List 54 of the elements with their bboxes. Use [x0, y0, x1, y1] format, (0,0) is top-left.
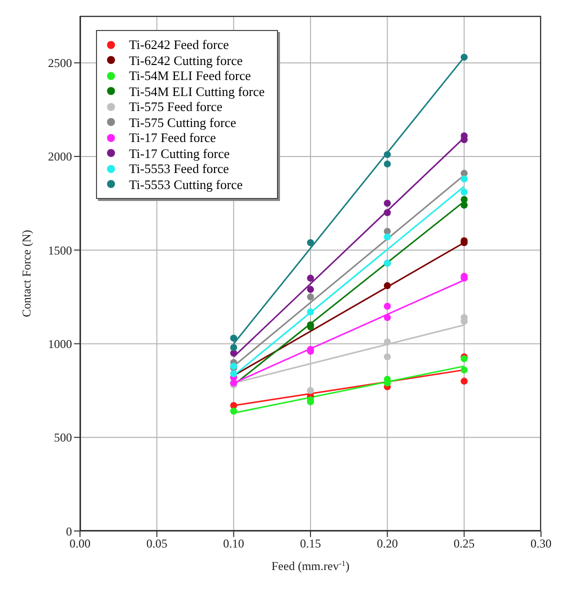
point — [384, 282, 391, 290]
point — [307, 274, 314, 282]
point — [384, 160, 391, 168]
legend-label: Ti-17 Cutting force — [129, 146, 230, 161]
point — [384, 353, 391, 360]
x-tick-label: 0.25 — [454, 536, 475, 551]
legend-label: Ti-6242 Feed force — [129, 37, 229, 52]
point — [460, 188, 468, 196]
y-axis-title: Contact Force (N) — [19, 230, 34, 318]
point — [230, 344, 238, 351]
legend-label: Ti-575 Feed force — [129, 99, 222, 114]
legend-label: Ti-5553 Feed force — [129, 161, 229, 176]
y-tick-label: 0 — [66, 524, 72, 538]
point — [460, 196, 468, 204]
x-tick-label: 0.00 — [70, 536, 90, 551]
x-tick-label: 0.20 — [376, 536, 398, 551]
y-tick-label: 2500 — [48, 56, 72, 70]
legend-label: Ti-54M ELI Feed force — [129, 68, 251, 84]
y-tick-label: 1500 — [48, 243, 72, 258]
point — [460, 202, 468, 209]
y-tick-label: 1000 — [48, 336, 72, 351]
point — [307, 239, 314, 246]
point — [307, 308, 314, 316]
point — [384, 200, 391, 207]
point — [307, 293, 314, 300]
x-tick-label: 0.05 — [146, 536, 168, 551]
point — [230, 334, 238, 342]
point — [307, 286, 314, 293]
point — [384, 233, 391, 240]
x-tick-label: 0.15 — [300, 536, 321, 551]
legend-label: Ti-575 Cutting force — [129, 114, 236, 130]
legend-label: Ti-17 Feed force — [129, 130, 216, 146]
legend-label: Ti-5553 Cutting force — [129, 176, 243, 192]
point — [230, 408, 238, 415]
point — [384, 338, 391, 346]
point — [460, 366, 468, 374]
x-tick-label: 0.10 — [223, 536, 244, 551]
point — [460, 378, 468, 385]
legend-label: Ti-54M ELI Cutting force — [129, 84, 265, 99]
x-axis-title: Feed (mm.rev$^{-1}$) — [272, 558, 350, 573]
point — [230, 402, 238, 410]
point — [384, 151, 391, 158]
point — [460, 136, 468, 144]
point — [460, 175, 468, 182]
point — [230, 370, 238, 378]
point — [384, 209, 391, 216]
legend-label: Ti-6242 Cutting force — [129, 52, 243, 68]
point — [307, 387, 314, 394]
point — [460, 54, 468, 61]
point — [384, 314, 391, 322]
y-tick-label: 2000 — [48, 150, 72, 164]
x-tick-label: 0.30 — [530, 536, 552, 551]
y-tick-label: 500 — [54, 430, 72, 445]
point — [384, 302, 391, 310]
